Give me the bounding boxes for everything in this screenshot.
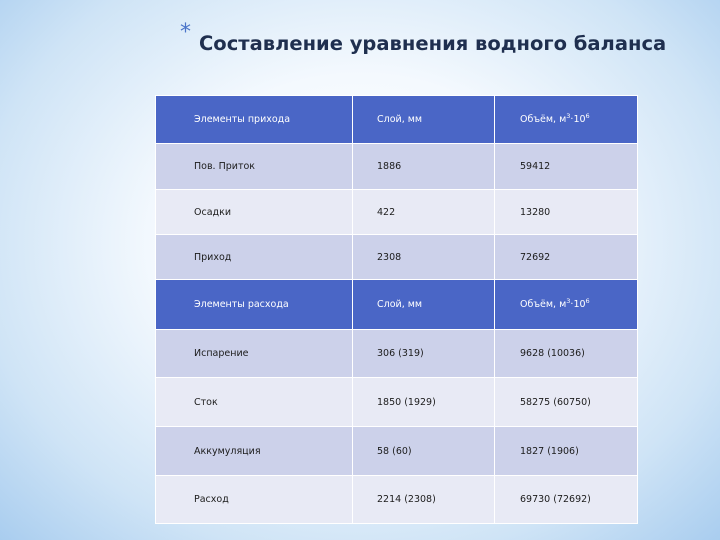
row-label: Аккумуляция [155,426,353,476]
volume-power: 3 [566,297,571,305]
scale-unit: ·10 [570,114,586,125]
scale-power: 6 [585,297,590,305]
page-title: Составление уравнения водного баланса [199,32,667,55]
table-row: Приход 2308 72692 [155,234,638,280]
header-cell-layer: Слой, мм [352,95,495,144]
bullet-star-icon: * [180,20,191,45]
row-label: Приход [155,234,353,280]
scale-unit: ·10 [570,299,586,310]
row-label: Осадки [155,189,353,235]
row-volume: 59412 [494,143,638,190]
row-label: Пов. Приток [155,143,353,190]
row-layer: 422 [352,189,495,235]
header-cell-volume: Объём, м3·106 [494,279,638,330]
table-row: Расход 2214 (2308) 69730 (72692) [155,475,638,524]
row-volume: 72692 [494,234,638,280]
header-cell-elements: Элементы расхода [155,279,353,330]
table-row: Аккумуляция 58 (60) 1827 (1906) [155,426,638,476]
row-layer: 2214 (2308) [352,475,495,524]
row-volume: 69730 (72692) [494,475,638,524]
row-layer: 306 (319) [352,329,495,378]
volume-unit: Объём, м [520,299,567,310]
row-volume: 9628 (10036) [494,329,638,378]
volume-power: 3 [566,112,571,120]
table-row: Пов. Приток 1886 59412 [155,143,638,190]
row-label: Сток [155,377,353,427]
slide-title: * Составление уравнения водного баланса [180,20,667,56]
scale-power: 6 [585,112,590,120]
row-layer: 1850 (1929) [352,377,495,427]
table-row: Осадки 422 13280 [155,189,638,235]
table-row: Сток 1850 (1929) 58275 (60750) [155,377,638,427]
volume-unit: Объём, м [520,114,567,125]
row-volume: 58275 (60750) [494,377,638,427]
header-cell-layer: Слой, мм [352,279,495,330]
water-balance-table: Элементы прихода Слой, мм Объём, м3·106 … [155,95,638,524]
header-cell-elements: Элементы прихода [155,95,353,144]
row-label: Расход [155,475,353,524]
row-layer: 1886 [352,143,495,190]
row-label: Испарение [155,329,353,378]
header-cell-volume: Объём, м3·106 [494,95,638,144]
row-volume: 13280 [494,189,638,235]
table-row: Испарение 306 (319) 9628 (10036) [155,329,638,378]
row-volume: 1827 (1906) [494,426,638,476]
income-header-row: Элементы прихода Слой, мм Объём, м3·106 [155,95,638,144]
expense-header-row: Элементы расхода Слой, мм Объём, м3·106 [155,279,638,330]
row-layer: 58 (60) [352,426,495,476]
row-layer: 2308 [352,234,495,280]
